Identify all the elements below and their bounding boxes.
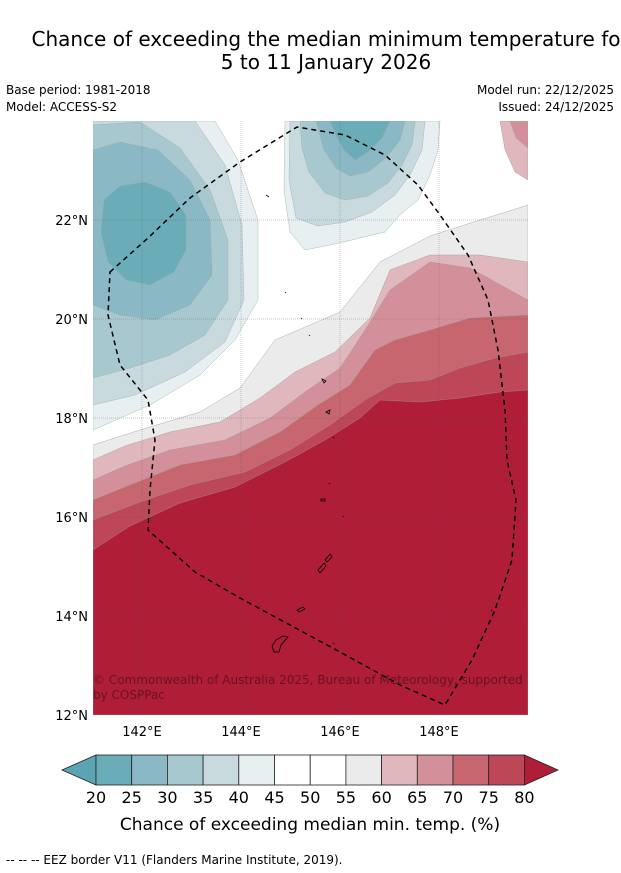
- contour-w-20-25: [100, 181, 187, 286]
- lon-label-146: 146°E: [320, 725, 360, 740]
- colorbar-bin-60-65: [381, 754, 418, 786]
- model-run: Model run: 22/12/2025: [476, 83, 614, 97]
- colorbar-bin-55-60: [345, 754, 382, 786]
- graticule: [93, 121, 528, 715]
- islands: [265, 194, 493, 653]
- cb-tick-75: 75: [479, 788, 499, 807]
- latitude-labels: 22°N 20°N 18°N 16°N 14°N 12°N: [55, 214, 88, 724]
- cb-tick-25: 25: [122, 788, 142, 807]
- lat-label-16: 16°N: [55, 511, 88, 526]
- longitude-labels: 142°E 144°E 146°E 148°E: [122, 725, 459, 740]
- island-pagan: [325, 409, 331, 415]
- lon-label-148: 148°E: [419, 725, 459, 740]
- colorbar-bin-30-35: [166, 754, 204, 786]
- base-period: Base period: 1981-2018: [6, 83, 151, 97]
- island-small-1: [332, 436, 335, 439]
- colorbar-title: Chance of exceeding median min. temp. (%…: [120, 815, 500, 835]
- model-name: Model: ACCESS-S2: [6, 100, 118, 114]
- colorbar-bin-50-55: [309, 754, 347, 786]
- title-line-2: 5 to 11 January 2026: [220, 50, 432, 74]
- island-small-8: [332, 642, 335, 645]
- island-small-9: [490, 609, 493, 612]
- cb-tick-55: 55: [336, 788, 356, 807]
- colorbar-bin-35-40: [202, 754, 240, 786]
- colorbar-bin-20-25: [95, 754, 133, 786]
- island-small-2: [308, 334, 311, 337]
- lon-label-142: 142°E: [122, 725, 162, 740]
- lat-label-18: 18°N: [55, 412, 88, 427]
- contour-gt80: [93, 389, 528, 715]
- cb-tick-70: 70: [443, 788, 463, 807]
- island-agrihan: [321, 378, 327, 384]
- island-small-5: [265, 194, 270, 198]
- colorbar-extend-low: [61, 754, 97, 786]
- cb-tick-30: 30: [157, 788, 177, 807]
- lat-label-12: 12°N: [55, 709, 88, 724]
- cb-tick-20: 20: [86, 788, 106, 807]
- cb-tick-50: 50: [300, 788, 320, 807]
- island-tinian-saipan: [317, 553, 333, 574]
- colorbar: [61, 754, 559, 786]
- colorbar-bin-70-75: [452, 754, 490, 786]
- lat-label-20: 20°N: [55, 313, 88, 328]
- map-title: Chance of exceeding the median minimum t…: [0, 28, 621, 74]
- contour-ne-20-25: [329, 121, 391, 161]
- cb-tick-35: 35: [193, 788, 213, 807]
- colorbar-bin-65-70: [416, 754, 454, 786]
- colorbar-bin-75-80: [488, 754, 525, 786]
- colorbar-tick-labels: 20 25 30 35 40 45 50 55 60 65 70 75 80: [86, 788, 535, 807]
- issued-date: Issued: 24/12/2025: [498, 100, 614, 114]
- cb-tick-65: 65: [407, 788, 427, 807]
- copyright-line-1: © Commonwealth of Australia 2025, Bureau…: [93, 673, 523, 687]
- colorbar-extend-high: [524, 754, 559, 786]
- cb-tick-80: 80: [514, 788, 534, 807]
- cb-tick-60: 60: [371, 788, 391, 807]
- island-anatahan: [320, 498, 326, 502]
- colorbar-bin-25-30: [131, 754, 168, 786]
- colorbar-bin-45-50: [274, 754, 311, 786]
- eez-footnote: -- -- -- EEZ border V11 (Flanders Marine…: [6, 853, 343, 867]
- lon-label-144: 144°E: [221, 725, 261, 740]
- probability-field: © Commonwealth of Australia 2025, Bureau…: [93, 121, 528, 715]
- island-small-6: [328, 482, 331, 485]
- cb-tick-40: 40: [229, 788, 249, 807]
- colorbar-bin-40-45: [238, 754, 275, 786]
- island-guam: [271, 635, 289, 653]
- lat-label-22: 22°N: [55, 214, 88, 229]
- copyright-line-2: by COSPPac: [93, 688, 165, 702]
- title-line-1: Chance of exceeding the median minimum t…: [31, 27, 621, 51]
- lat-label-14: 14°N: [55, 610, 88, 625]
- cb-tick-45: 45: [264, 788, 284, 807]
- island-small-4: [284, 291, 287, 294]
- contour-ne-red-65-70: [509, 121, 528, 149]
- island-rota: [296, 606, 306, 613]
